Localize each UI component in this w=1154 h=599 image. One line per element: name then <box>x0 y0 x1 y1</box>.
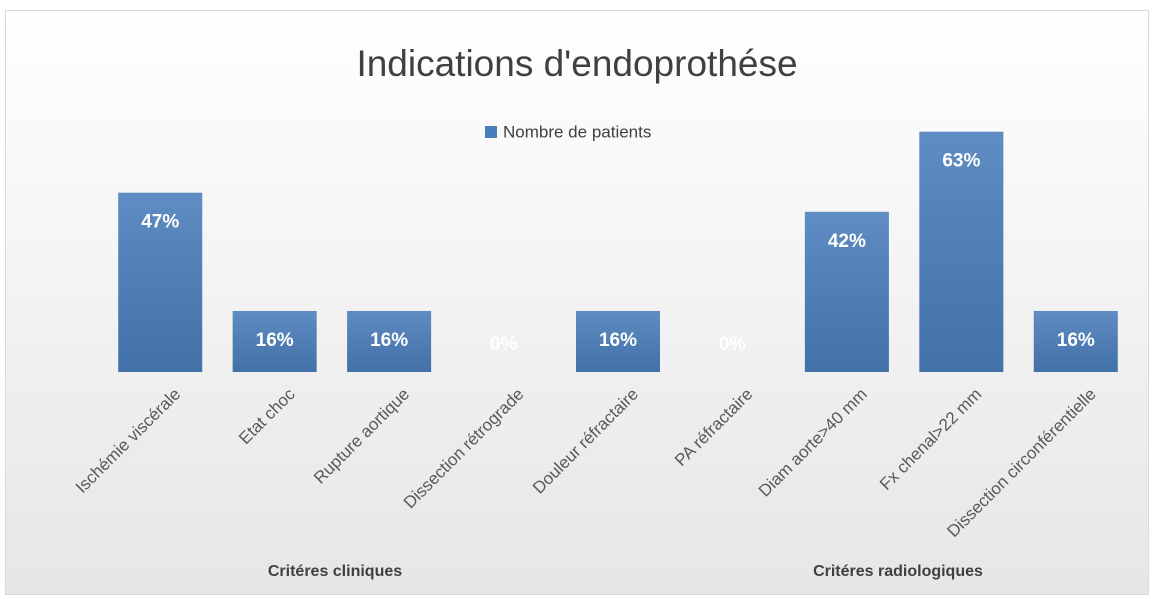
data-label: 63% <box>942 151 980 172</box>
data-label: 47% <box>141 212 179 233</box>
data-label: 0% <box>490 334 518 355</box>
legend-swatch <box>485 126 497 138</box>
bar-shade <box>118 192 203 372</box>
group-label: Critéres radiologiques <box>813 563 983 580</box>
data-label: 16% <box>370 330 408 351</box>
bar-shade <box>804 211 889 372</box>
data-label: 0% <box>719 334 747 355</box>
bar-shade <box>232 310 317 372</box>
data-label: 42% <box>828 231 866 252</box>
bar-shade <box>1033 310 1118 372</box>
bar-shade <box>576 310 660 372</box>
data-label: 16% <box>599 330 637 351</box>
data-label: 16% <box>256 330 294 351</box>
data-label: 16% <box>1057 330 1095 351</box>
legend-label: Nombre de patients <box>503 122 651 141</box>
bar-shade <box>919 131 1004 372</box>
group-label: Critéres cliniques <box>268 563 402 580</box>
chart-title: Indications d'endoprothése <box>356 43 797 84</box>
bar-shade <box>347 310 432 372</box>
